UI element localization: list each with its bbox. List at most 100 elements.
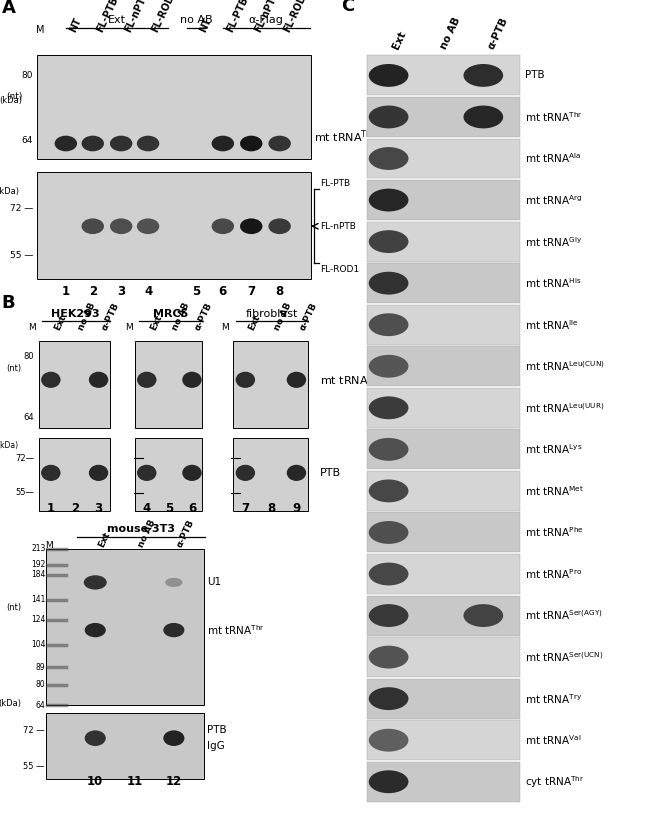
Text: MRC5: MRC5	[153, 308, 188, 318]
FancyBboxPatch shape	[367, 762, 520, 801]
Text: mt tRNA$^{Arg}$: mt tRNA$^{Arg}$	[525, 194, 582, 207]
Text: Ext: Ext	[149, 313, 164, 332]
FancyBboxPatch shape	[38, 55, 311, 159]
Text: PTB: PTB	[320, 468, 341, 478]
Text: (kDa): (kDa)	[0, 96, 23, 105]
Text: 104: 104	[31, 640, 46, 649]
FancyBboxPatch shape	[367, 388, 520, 428]
Ellipse shape	[137, 136, 159, 151]
Text: FL-nPTB: FL-nPTB	[320, 222, 356, 231]
Text: no AB: no AB	[179, 15, 212, 25]
Text: Ext: Ext	[97, 530, 112, 549]
Text: mt tRNA$^{Ile}$: mt tRNA$^{Ile}$	[525, 318, 578, 332]
Ellipse shape	[110, 136, 133, 151]
Text: Ext: Ext	[391, 29, 408, 50]
Text: 5: 5	[165, 502, 174, 515]
Ellipse shape	[163, 623, 185, 638]
Text: PTB: PTB	[525, 70, 544, 80]
Text: FL-ROD1: FL-ROD1	[150, 0, 179, 34]
Text: U1: U1	[207, 577, 222, 587]
FancyBboxPatch shape	[367, 222, 520, 261]
Text: 1: 1	[47, 502, 55, 515]
Text: HEK293: HEK293	[51, 308, 100, 318]
Ellipse shape	[240, 218, 263, 234]
Text: mt tRNA$^{Leu(UUR)}$: mt tRNA$^{Leu(UUR)}$	[525, 401, 604, 414]
Ellipse shape	[165, 578, 183, 587]
Ellipse shape	[369, 521, 408, 544]
Text: 55 —: 55 —	[23, 762, 44, 771]
Text: 10: 10	[87, 776, 103, 788]
FancyBboxPatch shape	[367, 679, 520, 719]
Ellipse shape	[84, 576, 107, 590]
Text: mt tRNA$^{Gly}$: mt tRNA$^{Gly}$	[525, 235, 582, 249]
Ellipse shape	[41, 371, 60, 388]
Text: 72—: 72—	[16, 454, 34, 463]
FancyBboxPatch shape	[367, 347, 520, 386]
Text: α-Flag: α-Flag	[249, 15, 283, 25]
Ellipse shape	[369, 687, 408, 710]
Ellipse shape	[369, 230, 408, 253]
FancyBboxPatch shape	[367, 554, 520, 594]
Text: fibroblast: fibroblast	[246, 308, 298, 318]
Text: mt tRNA$^{Val}$: mt tRNA$^{Val}$	[525, 734, 581, 747]
FancyBboxPatch shape	[367, 513, 520, 552]
Text: FL-PTB: FL-PTB	[94, 0, 120, 34]
FancyBboxPatch shape	[135, 437, 202, 511]
Ellipse shape	[268, 218, 291, 234]
Text: (nt): (nt)	[6, 603, 21, 612]
Text: 4: 4	[142, 502, 151, 515]
Text: 124: 124	[31, 615, 46, 624]
Text: mouse 3T3: mouse 3T3	[107, 523, 176, 533]
Ellipse shape	[89, 465, 109, 481]
Text: mt tRNA$^{Ser(UCN)}$: mt tRNA$^{Ser(UCN)}$	[525, 650, 603, 664]
Ellipse shape	[287, 465, 306, 481]
Text: mt tRNA$^{His}$: mt tRNA$^{His}$	[525, 276, 581, 290]
FancyBboxPatch shape	[367, 429, 520, 470]
Text: (kDa): (kDa)	[0, 187, 20, 196]
Text: mt tRNA$^{Thr}$: mt tRNA$^{Thr}$	[314, 128, 376, 145]
FancyBboxPatch shape	[367, 471, 520, 511]
Ellipse shape	[463, 106, 503, 128]
Text: PTB: PTB	[207, 725, 227, 735]
Text: 12: 12	[166, 776, 182, 788]
Text: 64: 64	[21, 136, 33, 145]
Text: 8: 8	[266, 502, 275, 515]
Text: 6: 6	[188, 502, 196, 515]
Ellipse shape	[163, 730, 185, 746]
Text: FL-ROD1: FL-ROD1	[320, 265, 359, 274]
Text: 72 —: 72 —	[23, 726, 44, 734]
Text: 141: 141	[31, 595, 46, 604]
Text: 7: 7	[241, 502, 250, 515]
Text: mt tRNA$^{Try}$: mt tRNA$^{Try}$	[525, 691, 582, 705]
FancyBboxPatch shape	[39, 437, 110, 511]
Text: 184: 184	[31, 571, 46, 579]
Ellipse shape	[89, 371, 109, 388]
Text: mt tRNA$^{Met}$: mt tRNA$^{Met}$	[525, 484, 584, 498]
Text: α-PTB: α-PTB	[100, 301, 121, 332]
Text: cyt tRNA$^{Thr}$: cyt tRNA$^{Thr}$	[525, 774, 584, 790]
Text: 89: 89	[36, 662, 46, 672]
Text: 192: 192	[31, 561, 46, 569]
Ellipse shape	[369, 396, 408, 419]
Ellipse shape	[236, 371, 255, 388]
Text: 55—: 55—	[16, 488, 34, 497]
Ellipse shape	[369, 355, 408, 378]
Text: 6: 6	[218, 284, 227, 298]
Ellipse shape	[81, 136, 104, 151]
Ellipse shape	[369, 272, 408, 294]
Ellipse shape	[84, 623, 106, 638]
Ellipse shape	[182, 371, 202, 388]
Text: 3: 3	[94, 502, 103, 515]
FancyBboxPatch shape	[367, 637, 520, 677]
Ellipse shape	[110, 218, 133, 234]
Ellipse shape	[369, 106, 408, 128]
Ellipse shape	[463, 64, 503, 87]
FancyBboxPatch shape	[367, 139, 520, 179]
Text: no AB: no AB	[136, 519, 157, 549]
Ellipse shape	[369, 562, 408, 586]
FancyBboxPatch shape	[367, 180, 520, 220]
FancyBboxPatch shape	[367, 720, 520, 760]
Text: mt tRNA$^{Lys}$: mt tRNA$^{Lys}$	[525, 442, 582, 457]
Text: α-PTB: α-PTB	[176, 518, 196, 549]
Text: Ext: Ext	[247, 313, 262, 332]
